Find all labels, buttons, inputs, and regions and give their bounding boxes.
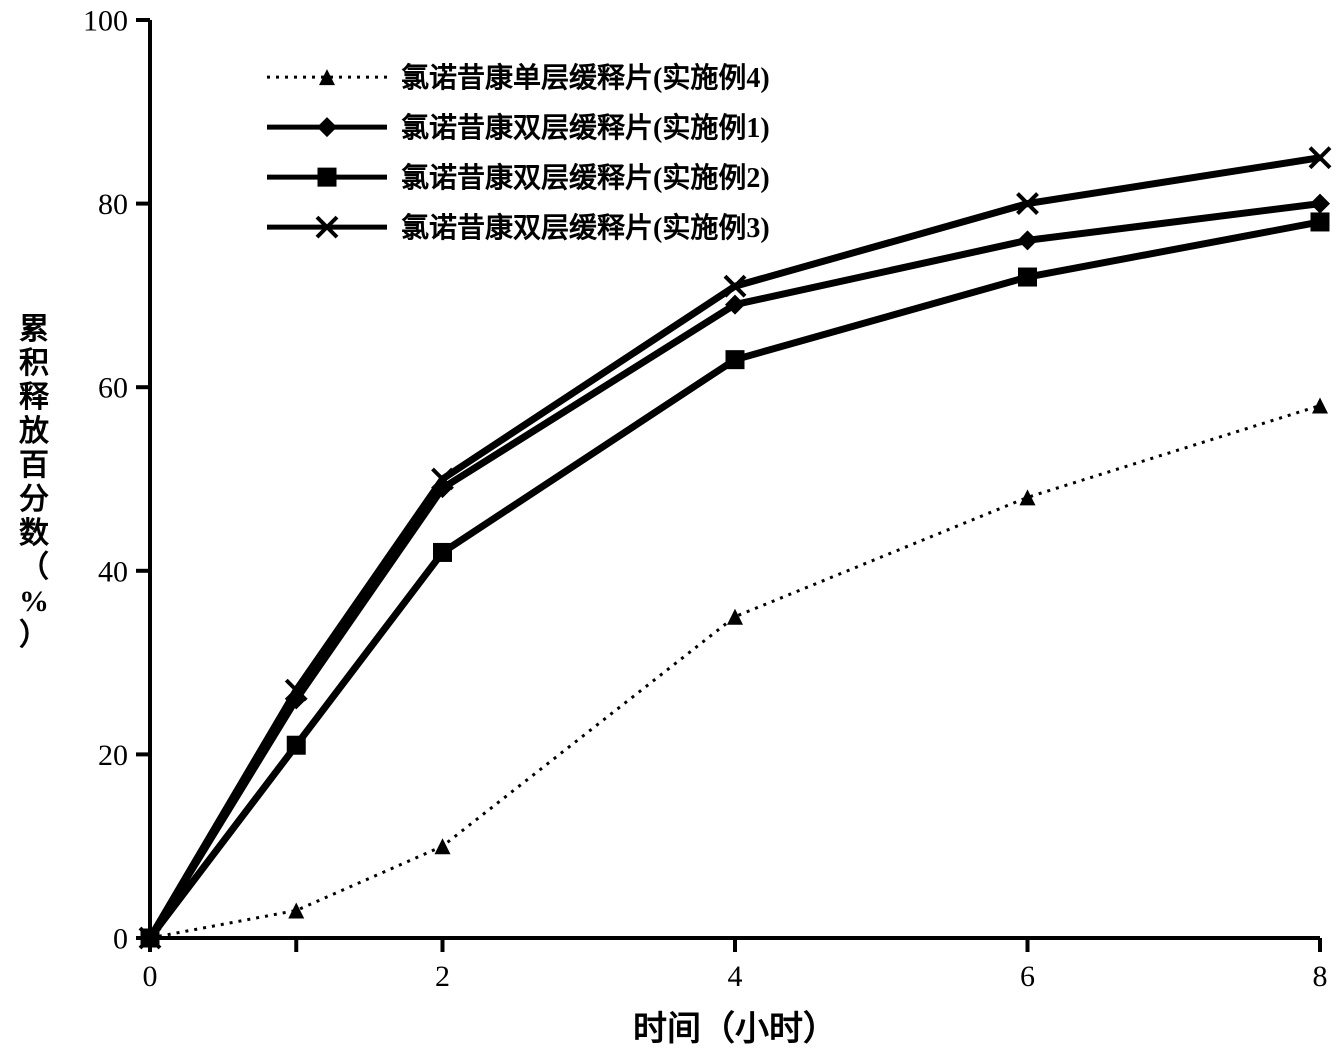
y-axis-title-char: 累 [19,313,49,346]
y-axis-title-char: 数 [19,517,50,550]
y-tick-label: 0 [113,923,128,956]
legend-label: 氯诺昔康单层缓释片(实施例4) [401,61,770,94]
y-axis-title-char: 分 [19,483,49,516]
y-tick-label: 80 [98,188,128,221]
release-chart: 02468020406080100时间（小时）累积释放百分数（%）氯诺昔康单层缓… [0,0,1343,1058]
y-tick-label: 100 [83,5,128,38]
y-axis-title-char: % [19,585,49,618]
y-axis-title-char: 放 [18,415,50,448]
x-tick-label: 6 [1020,960,1035,993]
legend-label: 氯诺昔康双层缓释片(实施例2) [401,161,770,194]
legend-label: 氯诺昔康双层缓释片(实施例3) [401,211,770,244]
x-axis-title: 时间（小时） [633,1009,837,1048]
y-tick-label: 60 [98,372,128,405]
x-tick-label: 0 [143,960,158,993]
y-tick-label: 20 [98,739,128,772]
x-tick-label: 4 [728,960,743,993]
y-axis-title-char: （ [19,550,49,584]
y-tick-label: 40 [98,555,128,588]
y-axis-title-char: 释 [19,381,50,414]
x-tick-label: 8 [1313,960,1328,993]
legend-label: 氯诺昔康双层缓释片(实施例1) [401,111,770,144]
y-axis-title-char: 积 [19,347,49,380]
y-axis-title-char: 百 [19,449,49,482]
y-axis-title-char: ） [19,618,49,652]
x-tick-label: 2 [435,960,450,993]
